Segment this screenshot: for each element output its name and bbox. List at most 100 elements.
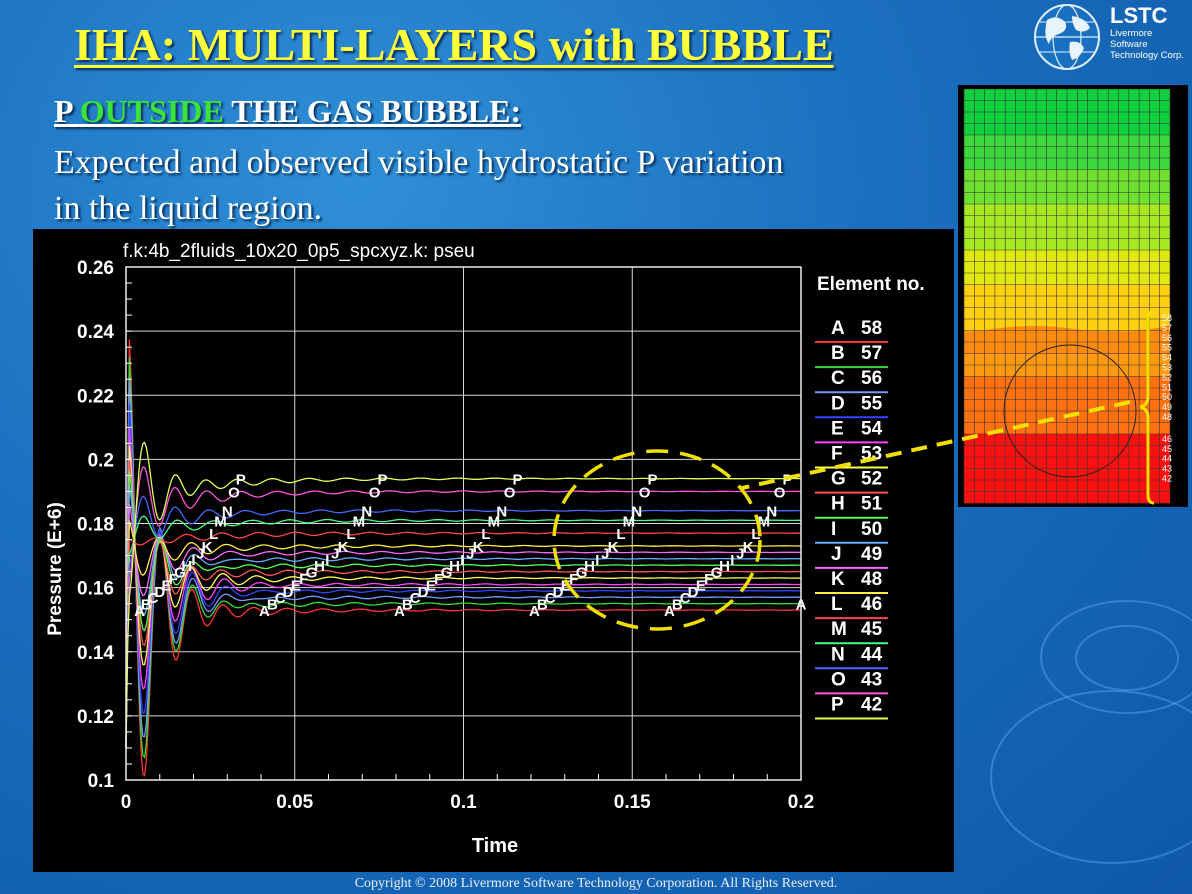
series-marker-label: L — [616, 526, 625, 543]
chart-legend: A 58 B 57 C 56 D 55 E 54 F 53 G 52 H 51 I 50 J 49 K 48 L 46 M 45 N… — [815, 318, 888, 720]
series-marker-label: J — [196, 545, 204, 562]
mesh-element-label: 51 — [1162, 382, 1172, 392]
legend-series-name: N — [831, 644, 845, 665]
series-marker-label: E — [561, 577, 571, 594]
series-marker-label: M — [488, 513, 501, 530]
y-tick-label: 0.22 — [77, 386, 114, 407]
legend-element-no: 43 — [861, 669, 882, 690]
series-marker-label: M — [214, 513, 227, 530]
mesh-element-label: 56 — [1162, 333, 1172, 343]
series-line-h — [125, 471, 801, 748]
series-marker-label: O — [228, 484, 240, 501]
x-tick-label: 0.15 — [614, 792, 651, 813]
series-marker-label: A — [529, 603, 540, 620]
series-marker-label: A — [664, 603, 675, 620]
chart-title: f.k:4b_2fluids_10x20_0p5_spcxyz.k: pseu — [123, 241, 475, 262]
series-marker-label: G — [441, 565, 453, 582]
mesh-panel: 58 57 56 55 54 53 52 51 50 49 48 46 45 44 43 42 — [958, 85, 1188, 507]
subheading-highlight: OUTSIDE — [79, 93, 224, 129]
subheading-suffix: THE GAS BUBBLE: — [223, 93, 522, 129]
series-marker-label: G — [576, 565, 588, 582]
mesh-element-label: 58 — [1162, 313, 1172, 323]
y-axis-label: Pressure (E+6) — [45, 502, 66, 636]
slide-title: IHA: MULTI-LAYERS with BUBBLE — [74, 19, 834, 70]
series-marker-label: N — [496, 504, 507, 521]
legend-element-no: 46 — [861, 594, 882, 615]
series-marker-label: O — [639, 484, 651, 501]
mesh-element-label: 49 — [1162, 402, 1172, 412]
series-marker-label: D — [154, 584, 165, 601]
series-marker-label: H — [449, 558, 460, 575]
legend-series-name: K — [831, 569, 845, 590]
legend-element-no: 58 — [861, 318, 882, 339]
series-marker-label: E — [291, 577, 301, 594]
series-marker-label: J — [736, 545, 744, 562]
ripple-decoration — [1075, 625, 1179, 691]
series-marker-label: B — [537, 597, 548, 614]
series-marker-label: C — [148, 590, 159, 607]
legend-series-name: L — [831, 594, 843, 615]
series-marker-label: H — [719, 558, 730, 575]
legend-series-name: E — [831, 418, 844, 439]
legend-element-no: 56 — [861, 368, 882, 389]
logo-name: LSTC — [1110, 3, 1168, 28]
mesh-element-label: 52 — [1162, 372, 1172, 382]
mesh-element-label: 53 — [1162, 363, 1172, 373]
copyright-footer: Copyright © 2008 Livermore Software Tech… — [354, 876, 838, 891]
callout-ellipse — [552, 449, 762, 631]
mesh-element-label: 48 — [1162, 412, 1172, 422]
series-marker-label: N — [222, 504, 233, 521]
series-marker-label: D — [283, 584, 294, 601]
series-marker-label: P — [647, 472, 657, 489]
series-marker-label: G — [306, 565, 318, 582]
series-line-o — [125, 466, 801, 748]
legend-series-name: D — [831, 393, 845, 414]
series-marker-label: P — [512, 472, 522, 489]
logo-sub1: Livermore Software — [1110, 28, 1153, 50]
legend-element-no: 53 — [861, 444, 882, 465]
series-marker-label: H — [314, 558, 325, 575]
series-marker-label: C — [410, 590, 421, 607]
series-marker-label: P — [782, 472, 792, 489]
ripple-decoration — [990, 690, 1192, 864]
x-tick-label: 0.05 — [276, 792, 313, 813]
logo-text: LSTC Livermore Software Technology Corp. — [1110, 3, 1192, 62]
series-marker-label: I — [191, 552, 195, 569]
series-marker-label: C — [545, 590, 556, 607]
legend-element-no: 42 — [861, 695, 882, 716]
legend-element-no: 50 — [861, 519, 882, 540]
legend-element-no: 49 — [861, 544, 882, 565]
body-line-2: in the liquid region. — [54, 190, 323, 227]
y-tick-label: 0.12 — [77, 707, 114, 728]
series-marker-label: A — [259, 603, 270, 620]
series-marker-label: B — [402, 597, 413, 614]
series-marker-label: H — [181, 558, 192, 575]
series-line-f — [125, 445, 801, 748]
legend-series-name: P — [831, 695, 844, 716]
series-line-p — [125, 441, 801, 748]
x-axis-label: Time — [472, 835, 518, 857]
series-marker-label: L — [751, 526, 760, 543]
body-line-1: Expected and observed visible hydrostati… — [54, 144, 784, 181]
series-line-c — [125, 378, 801, 748]
y-tick-label: 0.18 — [77, 515, 114, 536]
series-marker-label: I — [325, 552, 329, 569]
series-marker-label: N — [766, 504, 777, 521]
series-line-k — [125, 520, 801, 748]
legend-series-name: F — [831, 444, 843, 465]
series-marker-label: H — [584, 558, 595, 575]
globe-icon — [1034, 4, 1100, 70]
series-line-a — [125, 339, 801, 777]
mesh-element-label: 57 — [1162, 323, 1172, 333]
series-marker-label: O — [504, 484, 516, 501]
mesh-element-label: 50 — [1162, 392, 1172, 402]
series-line-e — [125, 426, 801, 748]
legend-series-name: I — [831, 519, 836, 540]
series-marker-label: G — [711, 565, 723, 582]
legend-element-no: 51 — [861, 494, 883, 515]
legend-title: Element no. — [817, 274, 925, 295]
